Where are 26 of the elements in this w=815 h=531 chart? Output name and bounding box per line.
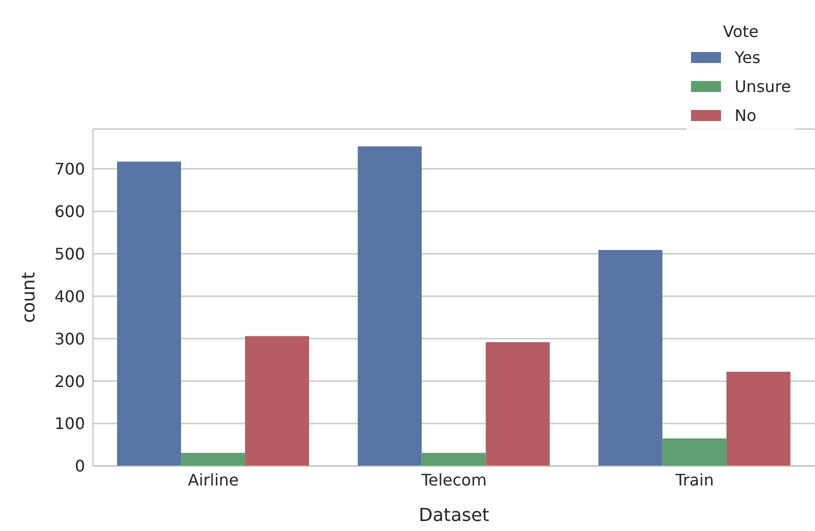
legend-label: Unsure [734,77,791,96]
bar [181,452,246,466]
y-tick-label: 400 [54,286,85,306]
bar [726,372,790,466]
x-tick-label: Airline [188,470,239,490]
bar [662,438,726,466]
x-tick-label: Train [674,470,714,490]
bar [598,250,662,466]
legend-label: No [734,106,756,125]
y-tick-label: 600 [54,202,85,222]
y-tick-label: 100 [54,414,85,434]
y-axis-title: count [18,272,40,323]
y-tick-label: 300 [54,329,85,348]
y-tick-label: 0 [74,456,85,476]
bar [117,162,182,466]
y-tick-label: 500 [54,244,85,264]
bar [422,452,486,466]
bar [486,342,550,466]
y-tick-label: 700 [54,160,85,179]
x-axis-title: Dataset [418,505,490,526]
legend-title: Vote [722,22,760,41]
bar [358,146,422,466]
y-tick-label: 200 [54,372,85,391]
legend-label: Yes [734,48,760,67]
bar [245,336,310,466]
x-tick-label: Telecom [420,470,487,490]
